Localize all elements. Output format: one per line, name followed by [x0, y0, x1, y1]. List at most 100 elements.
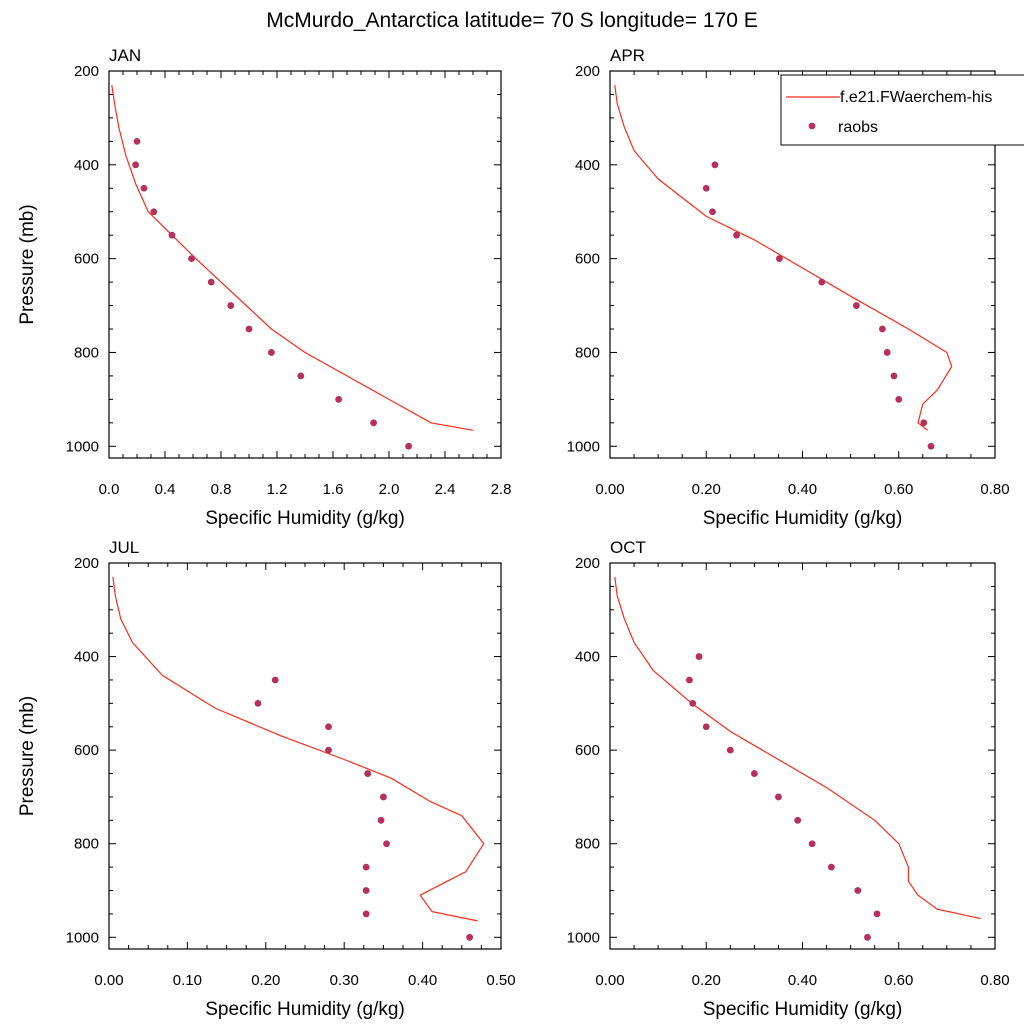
obs-point [920, 419, 928, 427]
obs-point [271, 676, 279, 684]
obs-point [827, 863, 835, 871]
plot-frame [108, 562, 502, 950]
y-axis-label: Pressure (mb) [17, 204, 38, 324]
obs-point [297, 372, 305, 380]
panel-label: APR [610, 46, 645, 65]
obs-point [883, 349, 891, 356]
x-axis-label: Specific Humidity (g/kg) [703, 508, 903, 529]
obs-point [864, 933, 871, 941]
obs-point [207, 278, 215, 286]
y-tick-label: 600 [74, 742, 99, 759]
obs-point [380, 793, 387, 801]
model-line [614, 85, 953, 431]
obs-point [325, 746, 332, 754]
obs-point [895, 395, 903, 403]
panels: JAN 0.0 0.4 0.8 1.2 1.6 2.0 2.4 2.8 200 400 600 800 1… [17, 46, 1010, 1020]
x-tick-label: 0.30 [330, 972, 359, 989]
x-tick-label: 0.80 [980, 972, 1009, 989]
legend-marker-swatch [808, 122, 816, 130]
y-tick-label: 200 [575, 555, 600, 572]
obs-point [853, 302, 860, 309]
panel-label: JAN [109, 46, 141, 65]
y-tick-label: 400 [575, 649, 600, 666]
obs-point [362, 887, 370, 894]
x-tick-label: 0.10 [173, 972, 202, 989]
y-tick-label: 800 [575, 344, 600, 361]
panel-oct: OCT 0.00 0.20 0.40 0.60 0.80 200 400 600 800 1000 S… [567, 538, 1010, 1020]
x-tick-label: 1.6 [323, 481, 344, 498]
legend-box [780, 74, 1024, 146]
x-axis-label: Specific Humidity (g/kg) [205, 999, 405, 1020]
obs-point [335, 395, 342, 403]
panel-jan: JAN 0.0 0.4 0.8 1.2 1.6 2.0 2.4 2.8 200 400 600 800 1… [17, 46, 511, 529]
y-tick-label: 200 [575, 63, 600, 80]
obs-point [702, 723, 710, 731]
obs-point [325, 723, 332, 731]
y-tick-label: 600 [74, 251, 99, 268]
obs-point [702, 184, 710, 192]
panel-label: JUL [109, 538, 139, 557]
y-tick-label: 1000 [567, 929, 600, 946]
x-axis-label: Specific Humidity (g/kg) [205, 508, 405, 529]
y-axis-label: Pressure (mb) [17, 696, 38, 816]
obs-point [132, 161, 140, 169]
x-tick-label: 2.0 [379, 481, 400, 498]
obs-point [890, 372, 898, 380]
y-tick-label: 400 [74, 649, 99, 666]
obs-point [733, 231, 740, 239]
x-tick-label: 0.80 [980, 481, 1009, 498]
plot-frame [609, 562, 996, 950]
plot-frame [108, 70, 502, 459]
x-tick-label: 0.40 [788, 481, 817, 498]
obs-point [775, 793, 782, 801]
obs-point [927, 442, 935, 450]
x-tick-label: 0.60 [884, 481, 913, 498]
figure-title: McMurdo_Antarctica latitude= 70 S longit… [266, 9, 757, 32]
y-tick-label: 1000 [567, 438, 600, 455]
obs-point [726, 746, 734, 754]
y-tick-label: 800 [74, 344, 99, 361]
obs-point [188, 255, 196, 263]
y-tick-label: 400 [575, 157, 600, 174]
x-tick-label: 0.8 [211, 481, 232, 498]
y-tick-label: 1000 [66, 438, 99, 455]
obs-point [364, 770, 372, 777]
obs-point [808, 840, 816, 848]
y-tick-label: 200 [74, 63, 99, 80]
obs-point [140, 184, 148, 192]
x-tick-label: 0.4 [155, 481, 176, 498]
x-tick-label: 1.2 [267, 481, 288, 498]
model-line [112, 576, 485, 922]
obs-point [750, 770, 758, 777]
model-line [614, 576, 981, 920]
legend-label-model: f.e21.FWaerchem-his [840, 89, 992, 106]
obs-point [254, 699, 262, 707]
x-tick-label: 0.00 [595, 972, 624, 989]
obs-point [377, 816, 385, 824]
y-tick-label: 800 [575, 836, 600, 853]
obs-point [709, 208, 716, 216]
obs-point [794, 816, 802, 824]
obs-point [686, 676, 693, 684]
obs-point [227, 302, 235, 309]
x-tick-label: 0.00 [595, 481, 624, 498]
obs-point [689, 699, 697, 707]
obs-point [711, 161, 719, 169]
x-tick-label: 2.8 [491, 481, 512, 498]
obs-point [854, 887, 862, 894]
panel-jul: JUL 0.00 0.10 0.20 0.30 0.40 0.50 200 400 600 800 1… [17, 538, 516, 1020]
obs-point [776, 255, 783, 263]
obs-point [370, 419, 377, 427]
obs-point [362, 863, 370, 871]
model-line [111, 85, 474, 431]
obs-point [245, 325, 253, 333]
legend-label-obs: raobs [838, 119, 878, 136]
obs-point [466, 933, 474, 941]
x-tick-label: 0.60 [884, 972, 913, 989]
y-tick-label: 200 [74, 555, 99, 572]
y-tick-label: 600 [575, 742, 600, 759]
y-tick-label: 800 [74, 836, 99, 853]
x-tick-label: 0.20 [251, 972, 280, 989]
y-tick-label: 600 [575, 251, 600, 268]
